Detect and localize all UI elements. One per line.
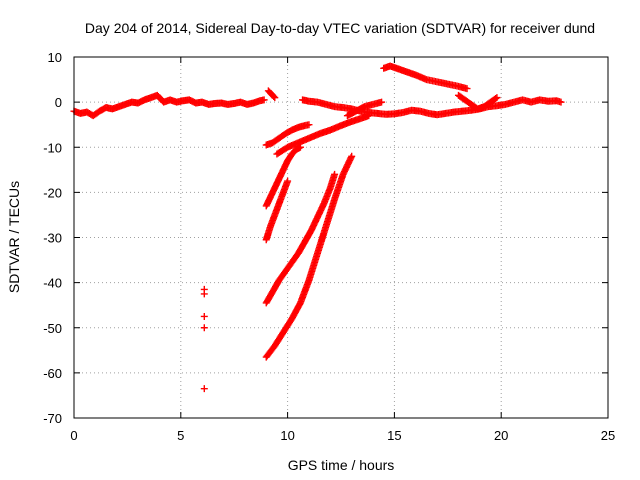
data-point (493, 94, 501, 102)
data-point (331, 170, 339, 178)
axis-ticks: 0 5 10 15 20 25 10 0 -10 -20 -30 -40 -50 -60 -70 (43, 50, 615, 443)
series-track-6 (343, 98, 386, 120)
x-tick-label: 20 (494, 428, 508, 443)
y-tick-label: -50 (43, 321, 62, 336)
plot-frame (73, 56, 609, 419)
y-tick-label: 0 (55, 95, 62, 110)
series-track-9 (262, 143, 304, 210)
chart-title: Day 204 of 2014, Sidereal Day-to-day VTE… (85, 20, 595, 36)
x-tick-label: 5 (177, 428, 184, 443)
series-isolated-points (200, 285, 208, 393)
y-tick-label: -20 (43, 185, 62, 200)
grid (74, 57, 608, 418)
data-point (200, 385, 208, 393)
series-track-1 (70, 91, 268, 120)
data-point (284, 177, 292, 185)
series-track-12 (262, 152, 356, 361)
data-point (463, 85, 471, 93)
data-point (296, 143, 304, 151)
y-tick-label: -60 (43, 366, 62, 381)
data-point (305, 121, 313, 129)
series-track-8 (454, 91, 501, 113)
series-track-10 (262, 177, 292, 244)
data-point (271, 94, 279, 102)
data-point (557, 98, 565, 106)
data-point (260, 96, 268, 104)
y-tick-label: -70 (43, 411, 62, 426)
y-tick-label: -30 (43, 231, 62, 246)
series-track-4 (273, 112, 373, 158)
y-tick-label: 10 (48, 50, 62, 65)
data-point (270, 92, 278, 100)
y-tick-label: -40 (43, 276, 62, 291)
x-tick-label: 15 (387, 428, 401, 443)
series-track-3 (262, 121, 313, 149)
x-axis-label: GPS time / hours (288, 457, 395, 473)
series-track-5 (299, 96, 565, 119)
series-track-11 (262, 170, 339, 307)
y-axis-label: SDTVAR / TECUs (6, 181, 22, 293)
x-tick-label: 25 (601, 428, 615, 443)
data-point (200, 324, 208, 332)
y-tick-label: -10 (43, 140, 62, 155)
data-marks (70, 62, 565, 393)
data-point (492, 95, 500, 103)
series-track-7 (380, 62, 471, 93)
series-track-2 (264, 87, 279, 102)
x-tick-label: 10 (280, 428, 294, 443)
data-point (200, 290, 208, 298)
data-point (200, 312, 208, 320)
data-point (348, 152, 356, 160)
x-tick-label: 0 (70, 428, 77, 443)
data-point (378, 98, 386, 106)
